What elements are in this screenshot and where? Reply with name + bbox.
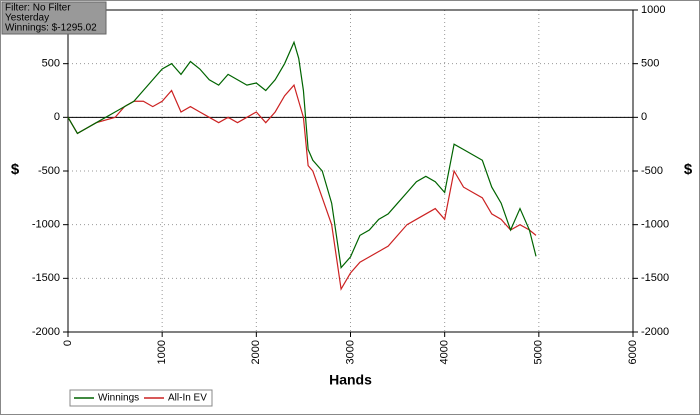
y-tick-label: 0: [54, 111, 60, 123]
x-tick-label: 5000: [533, 340, 545, 364]
info-box: [1, 1, 107, 35]
y-tick-label: -500: [38, 165, 60, 177]
x-tick-label: 3000: [344, 340, 356, 364]
x-tick-label: 4000: [439, 340, 451, 364]
y2-tick-label: -1000: [641, 219, 669, 231]
legend-label: Winnings: [98, 393, 139, 404]
y2-tick-label: 0: [641, 111, 647, 123]
info-text: Winnings: $-1295.02: [5, 23, 97, 34]
plot-border: [67, 9, 634, 333]
info-text: Yesterday: [5, 13, 49, 24]
legend-box: [69, 389, 213, 407]
y-tick-label: -1000: [32, 219, 60, 231]
y-axis-label: $: [11, 161, 20, 178]
series-line: [67, 40, 537, 269]
y-tick-label: -1500: [32, 272, 60, 284]
y2-tick-label: -2000: [641, 326, 669, 338]
legend-label: All-In EV: [168, 393, 207, 404]
x-tick-label: 6000: [627, 340, 639, 364]
x-tick-label: 2000: [250, 340, 262, 364]
series-line: [67, 83, 537, 291]
y2-tick-label: -1500: [641, 272, 669, 284]
x-tick-label: 1000: [156, 340, 168, 364]
y-tick-label: -2000: [32, 326, 60, 338]
y2-axis-label: $: [684, 161, 693, 178]
y2-tick-label: 1000: [641, 4, 665, 16]
x-axis-label: Hands: [329, 372, 372, 388]
y2-tick-label: -500: [641, 165, 663, 177]
y-tick-label: 500: [42, 58, 60, 70]
y2-tick-label: 500: [641, 58, 659, 70]
info-text: Filter: No Filter: [5, 3, 71, 14]
x-tick-label: 0: [62, 340, 74, 346]
